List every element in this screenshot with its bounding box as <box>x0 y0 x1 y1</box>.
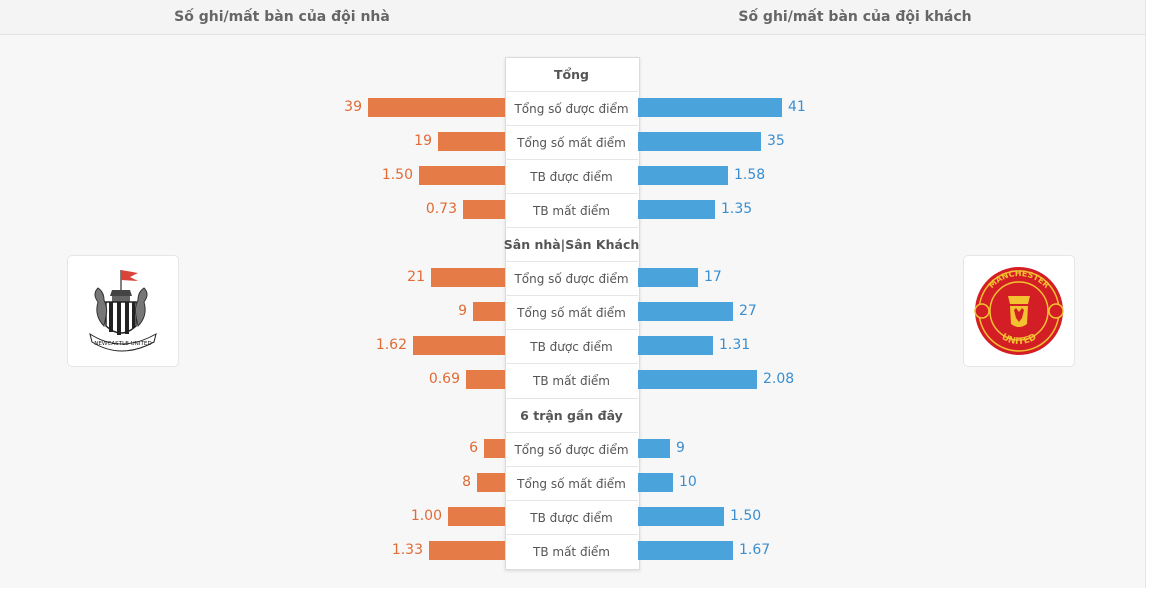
home-bar <box>429 541 505 560</box>
away-bar <box>638 98 782 117</box>
home-bar <box>368 98 505 117</box>
away-value: 1.67 <box>739 542 771 558</box>
away-value: 1.35 <box>721 201 753 217</box>
home-value: 8 <box>462 474 471 490</box>
home-value: 19 <box>414 133 432 149</box>
svg-text:UNITED: UNITED <box>1000 332 1039 347</box>
away-value: 1.50 <box>730 508 762 524</box>
home-value: 6 <box>469 440 478 456</box>
section-title: Sân nhà|Sân Khách <box>504 227 639 261</box>
home-value: 0.73 <box>425 201 457 217</box>
row-label: Tổng số mất điểm <box>505 466 638 500</box>
home-bar <box>438 132 505 151</box>
away-value: 27 <box>739 303 757 319</box>
home-value: 1.50 <box>381 167 413 183</box>
away-bar <box>638 370 757 389</box>
home-bar <box>448 507 505 526</box>
row-label: TB mất điểm <box>505 363 638 397</box>
home-value: 39 <box>344 99 362 115</box>
row-label: TB được điểm <box>505 500 638 534</box>
away-value: 35 <box>767 133 785 149</box>
away-bar <box>638 302 733 321</box>
newcastle-united-crest-icon: NEWCASTLE UNITED <box>89 270 157 352</box>
home-value: 0.69 <box>428 371 460 387</box>
row-label: Tổng số được điểm <box>505 432 638 466</box>
away-value: 1.31 <box>719 337 751 353</box>
home-title: Số ghi/mất bàn của đội nhà <box>174 9 390 25</box>
home-value: 1.33 <box>391 542 423 558</box>
away-bar <box>638 268 698 287</box>
row-label: Tổng số mất điểm <box>505 125 638 159</box>
away-bar <box>638 439 670 458</box>
home-value: 21 <box>407 269 425 285</box>
manchester-united-crest-icon: MANCHESTER UNITED <box>974 267 1064 355</box>
away-value: 41 <box>788 99 806 115</box>
away-bar <box>638 166 728 185</box>
away-team-logo: MANCHESTER UNITED <box>963 255 1075 367</box>
row-label: Tổng số mất điểm <box>505 295 638 329</box>
row-label: Tổng số được điểm <box>505 91 638 125</box>
away-title: Số ghi/mất bàn của đội khách <box>738 9 972 25</box>
away-value: 17 <box>704 269 722 285</box>
away-value: 9 <box>676 440 685 456</box>
away-bar <box>638 507 724 526</box>
header-bar: Số ghi/mất bàn của đội nhà Số ghi/mất bà… <box>0 0 1145 35</box>
section-title: 6 trận gần đây <box>505 398 638 432</box>
row-label: Tổng số được điểm <box>505 261 638 295</box>
section-title: Tổng <box>554 66 589 82</box>
away-bar <box>638 473 673 492</box>
home-bar <box>419 166 505 185</box>
away-value: 10 <box>679 474 697 490</box>
home-bar <box>463 200 505 219</box>
home-bar <box>473 302 505 321</box>
home-bar <box>477 473 505 492</box>
away-bar <box>638 541 733 560</box>
row-label: TB mất điểm <box>505 193 638 227</box>
row-label: TB được điểm <box>505 159 638 193</box>
home-value: 1.62 <box>375 337 407 353</box>
row-label: TB mất điểm <box>505 534 638 568</box>
home-value: 9 <box>458 303 467 319</box>
away-bar <box>638 200 715 219</box>
label-column <box>505 57 640 570</box>
home-bar <box>431 268 505 287</box>
away-bar <box>638 132 761 151</box>
away-value: 2.08 <box>763 371 795 387</box>
away-value: 1.58 <box>734 167 766 183</box>
home-team-logo: NEWCASTLE UNITED <box>67 255 179 367</box>
row-label: TB được điểm <box>505 329 638 363</box>
svg-text:NEWCASTLE UNITED: NEWCASTLE UNITED <box>94 341 152 347</box>
home-bar <box>484 439 505 458</box>
home-bar <box>413 336 505 355</box>
home-value: 1.00 <box>410 508 442 524</box>
away-bar <box>638 336 713 355</box>
home-bar <box>466 370 505 389</box>
